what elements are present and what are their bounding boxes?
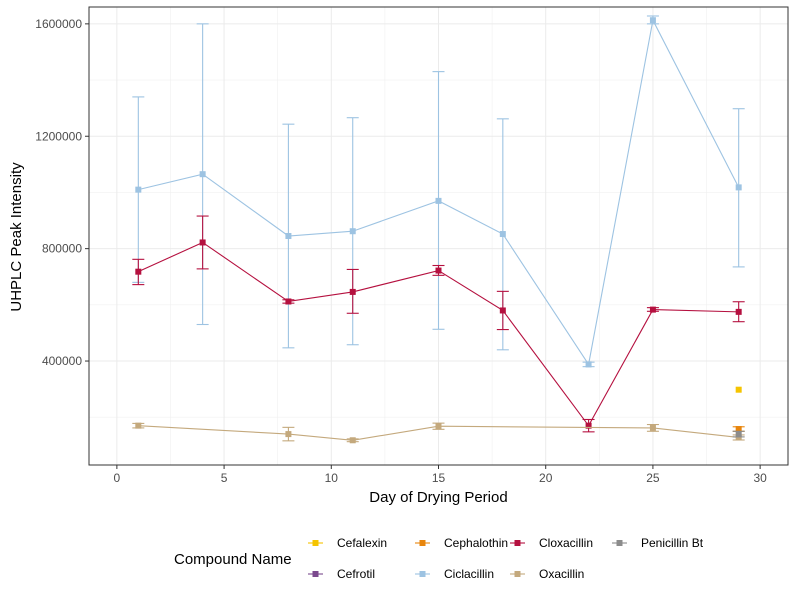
data-point-penicillin-bt <box>735 431 742 438</box>
data-point-cloxacillin <box>349 288 356 295</box>
data-point-cloxacillin <box>199 239 206 246</box>
data-point-oxacillin <box>735 434 742 441</box>
data-point-ciclacillin <box>435 197 442 204</box>
legend: Compound Name Cefalexin Cefrotil Cephaloth… <box>174 536 704 581</box>
legend-key-marker <box>312 540 319 546</box>
series-oxacillin <box>132 422 745 444</box>
data-point-cloxacillin <box>435 267 442 274</box>
series-cloxacillin <box>132 215 745 433</box>
series-cefalexin <box>735 386 742 393</box>
x-tick-label: 15 <box>432 471 446 485</box>
plot-panel <box>88 6 789 466</box>
data-point-ciclacillin <box>499 231 506 238</box>
series-ciclacillin <box>132 15 745 368</box>
legend-key-marker <box>616 540 623 546</box>
legend-item-ciclacillin: Ciclacillin <box>415 567 494 581</box>
data-point-ciclacillin <box>199 171 206 178</box>
x-tick-label: 25 <box>646 471 660 485</box>
data-point-cloxacillin <box>285 298 292 305</box>
data-point-ciclacillin <box>349 228 356 235</box>
x-tick-label: 5 <box>221 471 228 485</box>
y-tick-label: 400000 <box>42 354 82 368</box>
legend-item-cefalexin: Cefalexin <box>308 536 387 550</box>
data-point-cephalothin <box>735 426 742 433</box>
legend-key-marker <box>514 571 521 577</box>
legend-key-marker <box>312 571 319 577</box>
series-line-oxacillin <box>138 425 739 441</box>
data-point-oxacillin <box>649 424 656 431</box>
legend-label: Penicillin Bt <box>641 536 704 550</box>
data-point-ciclacillin <box>735 184 742 191</box>
legend-item-cloxacillin: Cloxacillin <box>510 536 593 550</box>
x-tick-label: 0 <box>114 471 121 485</box>
legend-key-marker <box>514 540 521 546</box>
x-axis-title: Day of Drying Period <box>369 489 507 506</box>
x-tick-label: 30 <box>753 471 767 485</box>
data-point-ciclacillin <box>585 361 592 368</box>
y-axis: 400000 800000 1200000 1600000 <box>35 17 89 368</box>
legend-title: Compound Name <box>174 551 292 568</box>
y-tick-label: 1600000 <box>35 17 82 31</box>
legend-label: Cefalexin <box>337 536 387 550</box>
legend-item-oxacillin: Oxacillin <box>510 567 584 581</box>
data-point-oxacillin <box>285 431 292 438</box>
data-point-oxacillin <box>435 423 442 430</box>
legend-item-cefrotil: Cefrotil <box>308 567 375 581</box>
data-point-ciclacillin <box>649 17 656 24</box>
data-point-cloxacillin <box>585 422 592 429</box>
data-point-cloxacillin <box>499 307 506 314</box>
x-axis: 0 5 10 15 20 25 30 <box>114 465 767 485</box>
x-tick-label: 10 <box>325 471 339 485</box>
data-point-oxacillin <box>135 422 142 429</box>
legend-label: Cloxacillin <box>539 536 593 550</box>
series-penicillin-bt <box>732 430 745 438</box>
y-tick-label: 800000 <box>42 242 82 256</box>
legend-key-marker <box>419 571 426 577</box>
data-point-ciclacillin <box>135 186 142 193</box>
data-point-cloxacillin <box>735 308 742 315</box>
data-point-cefalexin <box>735 386 742 393</box>
legend-label: Cephalothin <box>444 536 508 550</box>
legend-item-cephalothin: Cephalothin <box>415 536 508 550</box>
data-point-oxacillin <box>349 437 356 444</box>
data-point-cloxacillin <box>135 268 142 275</box>
x-tick-label: 20 <box>539 471 553 485</box>
legend-label: Ciclacillin <box>444 567 494 581</box>
y-tick-label: 1200000 <box>35 129 82 143</box>
data-point-ciclacillin <box>285 233 292 239</box>
legend-label: Oxacillin <box>539 567 584 581</box>
legend-label: Cefrotil <box>337 567 375 581</box>
y-axis-title: UHPLC Peak Intensity <box>8 162 25 312</box>
legend-item-penicillin-bt: Penicillin Bt <box>612 536 704 550</box>
data-point-cloxacillin <box>649 306 656 313</box>
legend-key-marker <box>419 540 426 546</box>
